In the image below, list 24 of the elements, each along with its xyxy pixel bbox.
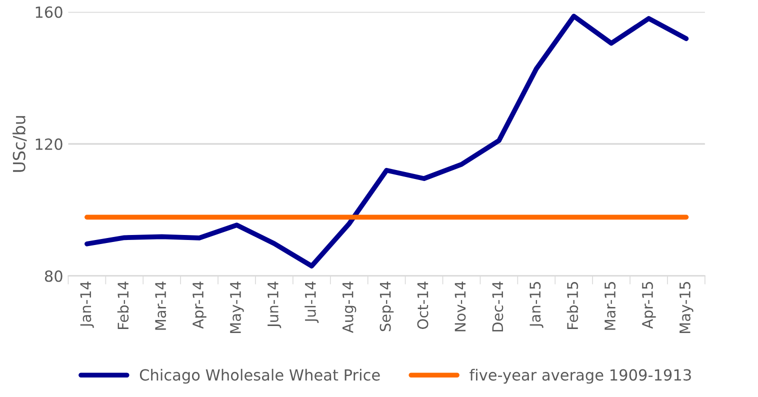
x-tick-label: Aug-14 (342, 282, 356, 333)
x-tick-label: Jan-14 (80, 282, 94, 328)
x-tick-label: Jun-14 (268, 282, 282, 328)
x-tick-label: Nov-14 (454, 282, 466, 332)
x-tick-label: Feb-15 (566, 282, 578, 329)
y-tick-label: 80 (44, 270, 62, 282)
legend-label: five-year average 1909-1913 (470, 368, 691, 384)
x-tick-label: May-15 (680, 282, 694, 334)
y-tick-label: 120 (36, 138, 62, 150)
line-series (84, 14, 689, 268)
x-tick-label: Jul-14 (304, 282, 319, 323)
x-tick-label: Mar-14 (155, 282, 166, 330)
x-tick-label: Apr-14 (192, 282, 206, 329)
x-tick-label: Feb-14 (117, 282, 129, 329)
x-tick-label: Jan-15 (530, 282, 544, 328)
y-axis-title: USc/bu (12, 116, 27, 172)
x-tick-label: Sep-14 (380, 282, 394, 332)
y-tick-label: 160 (36, 6, 62, 18)
legend-label: Chicago Wholesale Wheat Price (140, 368, 380, 384)
x-tick-label: Dec-14 (492, 282, 504, 332)
x-tick-label: Apr-15 (642, 282, 656, 329)
x-tick-label: Mar-15 (604, 282, 616, 330)
x-tick-label: May-14 (230, 282, 244, 334)
x-tick-label: Oct-14 (417, 282, 428, 329)
